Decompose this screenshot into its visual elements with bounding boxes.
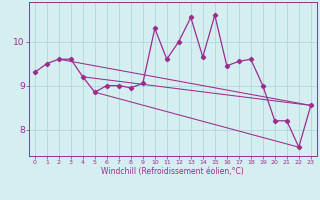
X-axis label: Windchill (Refroidissement éolien,°C): Windchill (Refroidissement éolien,°C) — [101, 167, 244, 176]
